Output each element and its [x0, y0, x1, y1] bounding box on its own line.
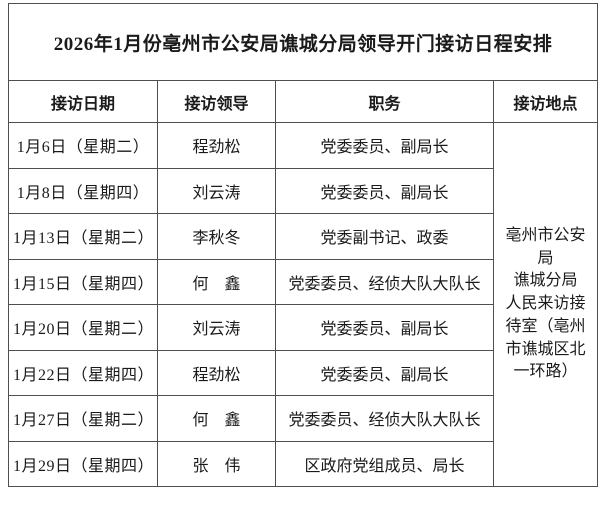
table-row: 1月15日（星期四） 何 鑫 党委委员、经侦大队大队长 — [8, 258, 598, 305]
table-row: 1月27日（星期二） 何 鑫 党委委员、经侦大队大队长 — [8, 395, 598, 442]
date-cell: 1月20日（星期二） — [8, 304, 158, 351]
date-cell: 1月22日（星期四） — [8, 349, 158, 396]
col-header-date: 接访日期 — [8, 80, 158, 123]
location-cell: 亳州市公安局 谯城分局 人民来访接待室（亳州市谯城区北一环路） — [492, 122, 599, 487]
table-row: 1月29日（星期四） 张 伟 区政府党组成员、局长 — [8, 440, 598, 487]
date-cell: 1月6日（星期二） — [8, 122, 158, 169]
leader-cell: 刘云涛 — [157, 304, 276, 351]
leader-cell: 刘云涛 — [157, 167, 276, 214]
table-row: 1月13日（星期二） 李秋冬 党委副书记、政委 — [8, 213, 598, 260]
page-title: 2026年1月份亳州市公安局谯城分局领导开门接访日程安排 — [7, 3, 599, 81]
title-row: 2026年1月份亳州市公安局谯城分局领导开门接访日程安排 — [7, 3, 599, 81]
date-cell: 1月27日（星期二） — [8, 395, 158, 442]
position-cell: 区政府党组成员、局长 — [275, 440, 494, 487]
leader-cell: 何 鑫 — [157, 258, 276, 305]
position-cell: 党委委员、副局长 — [275, 349, 494, 396]
position-cell: 党委委员、经侦大队大队长 — [275, 258, 494, 305]
col-header-leader: 接访领导 — [157, 80, 276, 123]
col-header-position: 职务 — [275, 80, 494, 123]
date-cell: 1月15日（星期四） — [8, 258, 158, 305]
leader-cell: 程劲松 — [157, 349, 276, 396]
table-row: 1月22日（星期四） 程劲松 党委委员、副局长 — [8, 349, 598, 396]
date-cell: 1月8日（星期四） — [8, 167, 158, 214]
leader-cell: 程劲松 — [157, 122, 276, 169]
position-cell: 党委副书记、政委 — [275, 213, 494, 260]
leader-cell: 张 伟 — [157, 440, 276, 487]
reception-schedule-table: 2026年1月份亳州市公安局谯城分局领导开门接访日程安排 接访日期 接访领导 职… — [7, 3, 599, 487]
position-cell: 党委委员、副局长 — [275, 304, 494, 351]
schedule-table-container: 2026年1月份亳州市公安局谯城分局领导开门接访日程安排 接访日期 接访领导 职… — [7, 3, 599, 502]
leader-cell: 何 鑫 — [157, 395, 276, 442]
header-row: 接访日期 接访领导 职务 接访地点 — [8, 80, 599, 123]
position-cell: 党委委员、副局长 — [275, 167, 494, 214]
position-cell: 党委委员、经侦大队大队长 — [275, 395, 494, 442]
table-row: 1月6日（星期二） 程劲松 党委委员、副局长 亳州市公安局 谯城分局 人民来访接… — [8, 122, 599, 487]
leader-cell: 李秋冬 — [157, 213, 276, 260]
col-header-location: 接访地点 — [492, 80, 599, 123]
table-row: 1月8日（星期四） 刘云涛 党委委员、副局长 — [8, 167, 598, 214]
date-cell: 1月29日（星期四） — [8, 440, 158, 487]
date-cell: 1月13日（星期二） — [8, 213, 158, 260]
table-row: 1月20日（星期二） 刘云涛 党委委员、副局长 — [8, 304, 598, 351]
position-cell: 党委委员、副局长 — [275, 122, 494, 169]
